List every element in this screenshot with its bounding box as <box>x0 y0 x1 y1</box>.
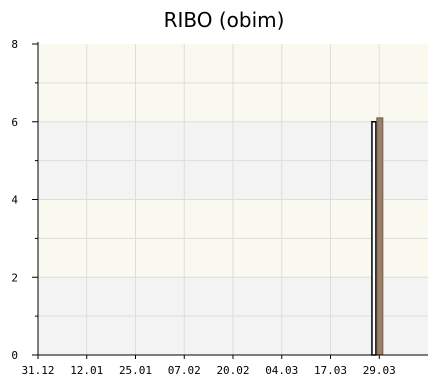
grid-lines <box>38 44 428 355</box>
bar-outline <box>371 121 377 356</box>
x-tick-label: 25.01 <box>119 364 152 377</box>
y-tick-label: 2 <box>11 271 18 284</box>
x-tick-label: 04.03 <box>265 364 298 377</box>
y-tick-label: 4 <box>11 194 18 207</box>
x-ticks: 31.12 12.01 25.01 07.02 20.02 04.03 17.03 29.03 <box>21 355 396 377</box>
y-ticks: 0 2 4 6 8 <box>11 38 38 362</box>
x-tick-label: 20.02 <box>216 364 249 377</box>
x-tick-label: 31.12 <box>21 364 54 377</box>
chart-title: RIBO (obim) <box>164 8 285 32</box>
y-tick-label: 0 <box>11 349 18 362</box>
x-tick-label: 12.01 <box>70 364 103 377</box>
y-tick-label: 6 <box>11 116 18 129</box>
x-tick-label: 07.02 <box>168 364 201 377</box>
bars-layer <box>371 117 384 356</box>
y-tick-label: 8 <box>11 38 18 51</box>
x-tick-label: 17.03 <box>314 364 347 377</box>
bar-filled <box>376 117 384 356</box>
x-tick-label: 29.03 <box>363 364 396 377</box>
